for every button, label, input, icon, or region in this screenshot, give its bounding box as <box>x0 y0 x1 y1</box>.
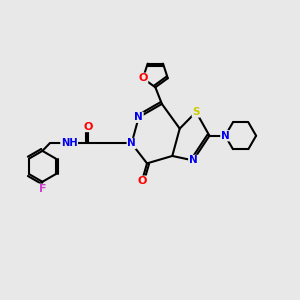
Text: NH: NH <box>61 139 77 148</box>
Text: N: N <box>127 139 136 148</box>
Text: O: O <box>138 73 148 83</box>
Text: S: S <box>192 107 200 117</box>
Text: N: N <box>221 131 230 141</box>
Text: O: O <box>83 122 93 131</box>
Text: F: F <box>39 184 46 194</box>
Text: N: N <box>189 155 197 165</box>
Text: O: O <box>138 176 147 186</box>
Text: N: N <box>134 112 143 122</box>
